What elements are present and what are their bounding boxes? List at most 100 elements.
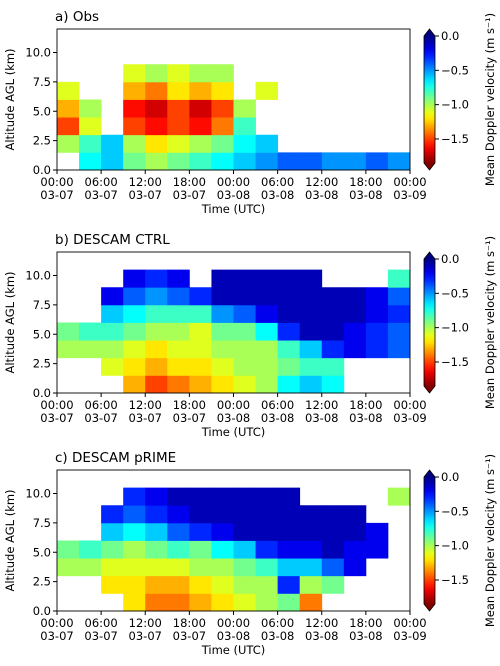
y-tick-label: 5.0: [33, 104, 51, 118]
heatmap-cell: [189, 134, 212, 153]
heatmap-cell: [233, 134, 256, 153]
x-tick-label: 03-07: [173, 411, 206, 425]
y-tick-label: 0.0: [33, 163, 51, 177]
colorbar-tick-label: −0.5: [441, 504, 469, 518]
heatmap-cell: [255, 593, 279, 612]
heatmap-cell: [167, 152, 190, 171]
heatmap-cell: [277, 322, 301, 341]
x-tick-label: 00:00: [393, 398, 426, 412]
x-tick-label: 03-07: [84, 188, 117, 202]
heatmap-cell: [189, 322, 212, 341]
x-tick-label: 00:00: [40, 616, 73, 630]
x-tick-label: 06:00: [85, 398, 118, 412]
heatmap-cell: [233, 558, 256, 577]
heatmap-cell: [211, 99, 234, 118]
heatmap-cell: [189, 505, 212, 524]
heatmap-cell: [365, 340, 389, 359]
heatmap-cell: [387, 487, 411, 506]
y-axis-label: Altitude AGL (km): [3, 271, 17, 373]
heatmap-cell: [299, 322, 323, 341]
x-tick-label: 18:00: [173, 398, 206, 412]
heatmap-cell: [79, 340, 102, 359]
heatmap-cell: [57, 540, 80, 559]
x-tick-label: 00:00: [217, 616, 250, 630]
y-tick-label: 10.0: [25, 46, 51, 60]
y-tick-label: 10.0: [25, 269, 51, 283]
x-tick-label: 18:00: [349, 398, 382, 412]
x-tick-label: 06:00: [261, 616, 294, 630]
heatmap-cell: [211, 269, 234, 288]
x-tick-label: 03-07: [84, 629, 117, 643]
heatmap-cell: [145, 287, 168, 306]
heatmap-cell: [321, 152, 345, 171]
heatmap-cell: [123, 64, 146, 83]
heatmap-cell: [255, 487, 279, 506]
heatmap-cell: [167, 117, 190, 136]
heatmap-cell: [233, 152, 256, 171]
heatmap-cell: [211, 505, 234, 524]
heatmap-cell: [299, 540, 323, 559]
heatmap-cell: [387, 304, 411, 323]
heatmap-cell: [211, 64, 234, 83]
heatmap-cell: [255, 81, 279, 100]
x-tick-label: 00:00: [393, 616, 426, 630]
heatmap-cell: [255, 304, 279, 323]
colorbar-extend-top: [424, 470, 435, 477]
y-tick-label: 5.0: [33, 545, 51, 559]
heatmap-cell: [57, 340, 80, 359]
x-tick-label: 03-07: [173, 188, 206, 202]
heatmap-cell: [57, 134, 80, 153]
heatmap-cell: [343, 340, 367, 359]
heatmap-cell: [277, 522, 301, 541]
heatmap-cell: [343, 152, 367, 171]
heatmap-cell: [101, 505, 124, 524]
x-axis-label: Time (UTC): [201, 202, 266, 216]
y-tick-label: 0.0: [33, 604, 51, 618]
heatmap-cell: [101, 540, 124, 559]
x-tick-label: 12:00: [305, 398, 338, 412]
heatmap-cell: [167, 505, 190, 524]
x-tick-label: 03-07: [129, 188, 162, 202]
y-tick-label: 7.5: [33, 298, 51, 312]
colorbar-tick-label: 0.0: [441, 470, 459, 484]
heatmap-cell: [387, 152, 411, 171]
heatmap-cell: [343, 522, 367, 541]
x-tick-label: 03-08: [261, 411, 294, 425]
heatmap-cell: [167, 99, 190, 118]
y-tick-label: 2.5: [33, 575, 51, 589]
heatmap-cell: [343, 304, 367, 323]
heatmap-cell: [101, 340, 124, 359]
x-tick-label: 06:00: [85, 616, 118, 630]
x-tick-label: 03-08: [305, 411, 338, 425]
x-tick-label: 03-07: [40, 629, 73, 643]
heatmap-cell: [277, 375, 301, 394]
colorbar: [424, 36, 435, 163]
y-tick-label: 2.5: [33, 357, 51, 371]
heatmap-cell: [189, 340, 212, 359]
heatmap-cell: [277, 558, 301, 577]
x-tick-label: 00:00: [40, 175, 73, 189]
heatmap-cell: [145, 487, 168, 506]
heatmap-cell: [211, 593, 234, 612]
heatmap-cell: [211, 340, 234, 359]
heatmap-cell: [145, 593, 168, 612]
heatmap-cell: [145, 340, 168, 359]
colorbar-extend-bottom: [424, 604, 435, 611]
heatmap-cell: [211, 522, 234, 541]
heatmap-cell: [57, 117, 80, 136]
heatmap-cell: [123, 152, 146, 171]
colorbar-tick-label: 0.0: [441, 252, 459, 266]
heatmap-cell: [299, 522, 323, 541]
heatmap-cell: [233, 117, 256, 136]
heatmap-cell: [189, 64, 212, 83]
heatmap-cell: [123, 575, 146, 594]
x-tick-label: 06:00: [85, 175, 118, 189]
colorbar-tick-label: −1.5: [441, 132, 469, 146]
heatmap-cell: [211, 322, 234, 341]
y-axis-label: Altitude AGL (km): [3, 489, 17, 591]
heatmap-cell: [57, 558, 80, 577]
heatmap-cell: [321, 558, 345, 577]
heatmap-cell: [365, 304, 389, 323]
heatmap-cell: [145, 117, 168, 136]
heatmap-cell: [101, 322, 124, 341]
